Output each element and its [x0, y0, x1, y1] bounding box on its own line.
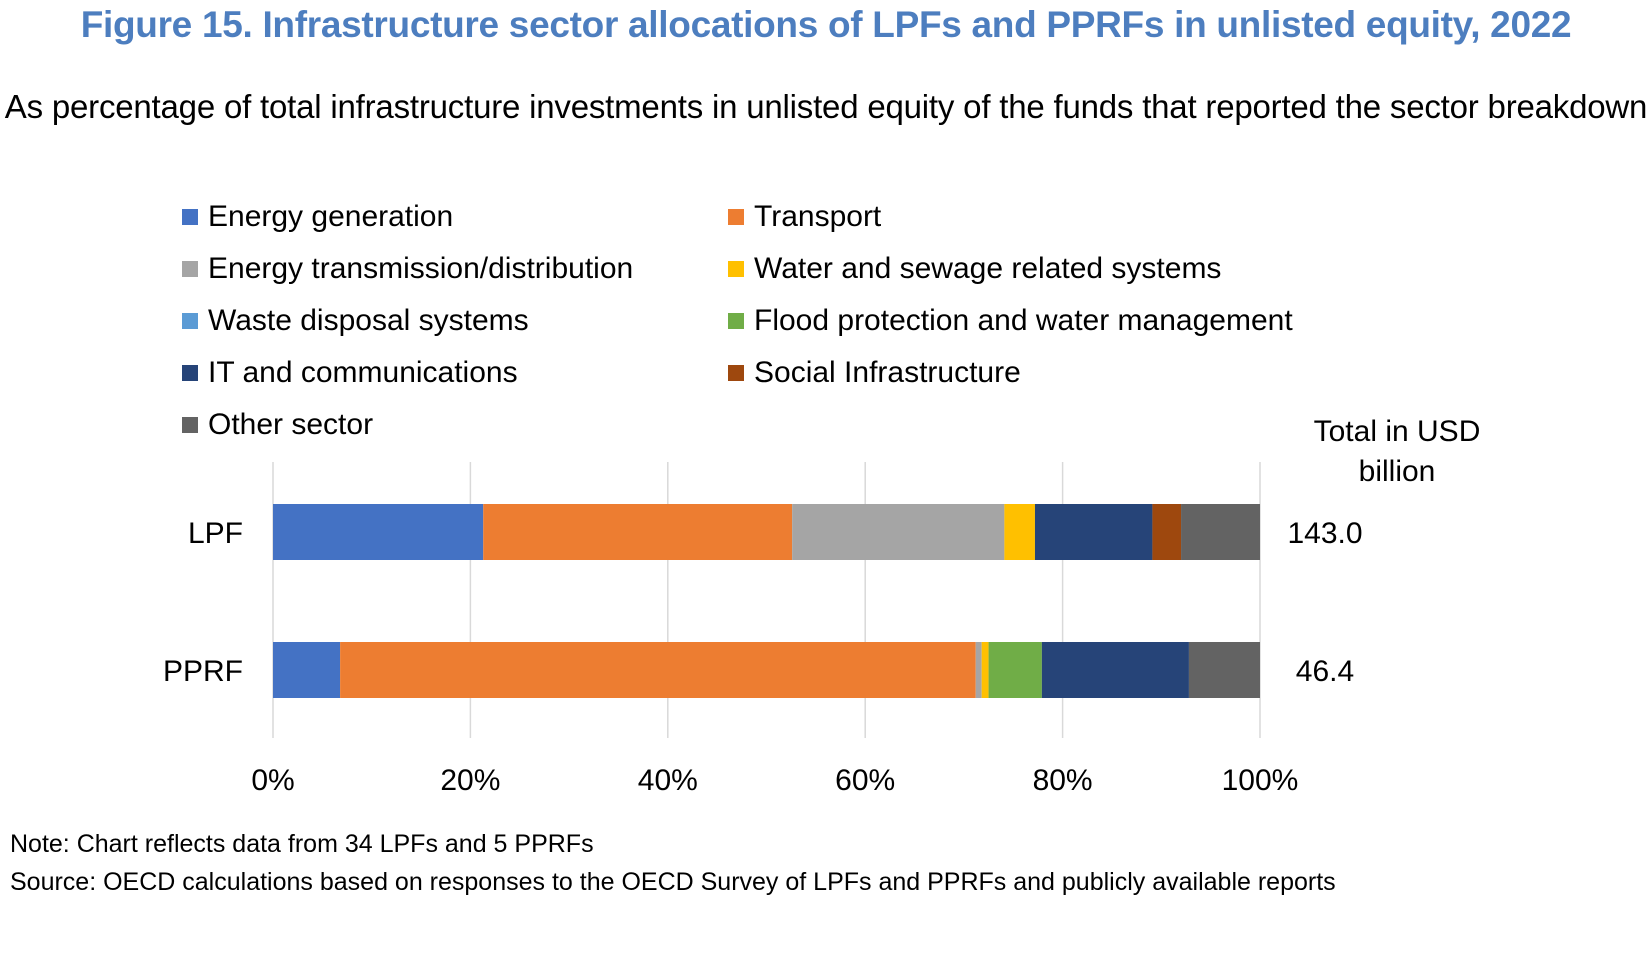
legend-swatch [182, 417, 198, 433]
bar-segment-pprf-energy-transmission-distribution [975, 642, 982, 698]
chart-title: Figure 15. Infrastructure sector allocat… [80, 4, 1572, 45]
bar-segment-pprf-other-sector [1188, 642, 1260, 698]
legend-swatch [182, 365, 198, 381]
legend-label: Flood protection and water management [754, 304, 1293, 337]
legend-item-water-and-sewage-related-systems: Water and sewage related systems [728, 252, 1221, 286]
legend-swatch [728, 365, 744, 381]
chart-subtitle: As percentage of total infrastructure in… [4, 88, 1648, 125]
bar-segment-lpf-it-and-communications [1034, 504, 1153, 560]
legend-swatch [728, 209, 744, 225]
legend-item-it-and-communications: IT and communications [182, 356, 518, 390]
legend-item-transport: Transport [728, 200, 881, 234]
bar-segment-lpf-other-sector [1181, 504, 1260, 560]
legend-label: Transport [754, 200, 882, 233]
legend-label: Waste disposal systems [208, 304, 529, 337]
legend-label: Other sector [208, 408, 374, 441]
legend: Energy generation Transport Energy transmi… [182, 200, 1332, 470]
bar-segment-pprf-flood-protection-and-water-management [988, 642, 1042, 698]
x-tick-label: 20% [440, 764, 500, 797]
x-tick-label: 80% [1033, 764, 1093, 797]
legend-swatch [182, 261, 198, 277]
bar-segment-pprf-energy-generation [273, 642, 341, 698]
x-tick-label: 60% [835, 764, 895, 797]
y-category-label: LPF [188, 517, 243, 550]
legend-label: Energy transmission/distribution [208, 252, 634, 285]
legend-label: IT and communications [208, 356, 518, 389]
bar-segment-lpf-energy-generation [273, 504, 484, 560]
legend-item-social-infrastructure: Social Infrastructure [728, 356, 1021, 390]
legend-item-flood-protection-and-water-management: Flood protection and water management [728, 304, 1293, 338]
total-value-label: 46.4 [1296, 655, 1354, 688]
bar-segment-pprf-transport [340, 642, 976, 698]
total-value-label: 143.0 [1287, 517, 1362, 550]
legend-item-waste-disposal-systems: Waste disposal systems [182, 304, 529, 338]
x-tick-label: 100% [1222, 764, 1299, 797]
legend-swatch [182, 209, 198, 225]
bar-segment-lpf-social-infrastructure [1152, 504, 1182, 560]
legend-label: Energy generation [208, 200, 454, 233]
x-tick-label: 0% [251, 764, 294, 797]
chart-note: Note: Chart reflects data from 34 LPFs a… [10, 830, 594, 858]
legend-item-energy-transmission-distribution: Energy transmission/distribution [182, 252, 633, 286]
stacked-bar-chart: 0% 20% 40% 60% 80% 100% LPF 143.0 PPRF 46.4 [163, 462, 1363, 797]
bar-segment-lpf-water-and-sewage-related-systems [1004, 504, 1035, 560]
bar-segment-lpf-energy-transmission-distribution [792, 504, 1005, 560]
bar-segment-pprf-it-and-communications [1041, 642, 1189, 698]
chart-source: Source: OECD calculations based on respo… [10, 868, 1336, 896]
legend-item-other-sector: Other sector [182, 408, 373, 442]
x-tick-label: 40% [638, 764, 698, 797]
legend-swatch [728, 313, 744, 329]
bar-segment-lpf-transport [483, 504, 793, 560]
legend-swatch [182, 313, 198, 329]
y-category-label: PPRF [163, 655, 243, 688]
legend-label: Water and sewage related systems [754, 252, 1222, 285]
legend-item-energy-generation: Energy generation [182, 200, 453, 234]
bar-segment-pprf-water-and-sewage-related-systems [981, 642, 989, 698]
legend-label: Social Infrastructure [754, 356, 1021, 389]
totals-header: Total in USD billion [1313, 415, 1481, 488]
legend-swatch [728, 261, 744, 277]
